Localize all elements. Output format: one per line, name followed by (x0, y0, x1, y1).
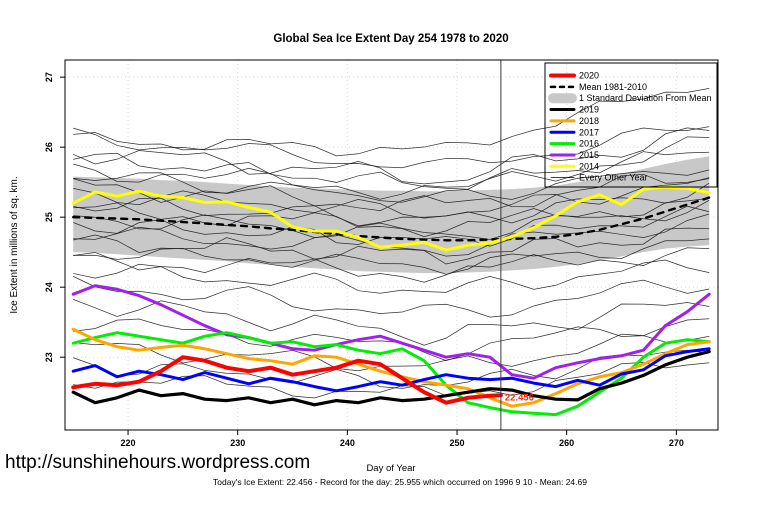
background-year-line (73, 87, 710, 157)
x-axis-label: Day of Year (366, 463, 415, 474)
background-year-line (73, 247, 710, 283)
series-2018 (71, 327, 711, 408)
x-tick-label: 260 (559, 438, 574, 448)
series-2014 (71, 185, 711, 252)
background-year-line (73, 126, 710, 169)
legend-label: 2018 (579, 116, 599, 126)
legend-label: Mean 1981-2010 (579, 82, 647, 92)
series-mean-1981-2010 (72, 196, 711, 242)
background-year-line (73, 259, 710, 294)
chart-title: Global Sea Ice Extent Day 254 1978 to 20… (273, 33, 508, 45)
background-year-line (73, 318, 710, 361)
legend-border (544, 62, 718, 188)
x-tick-label: 220 (121, 438, 136, 448)
legend-label: 2015 (579, 150, 599, 160)
background-year-line (73, 299, 710, 346)
background-year-line (73, 136, 710, 200)
plot-border (64, 59, 719, 431)
footer-url[interactable]: http://sunshinehours.wordpress.com (5, 452, 310, 473)
y-axis-label: Ice Extent in millions of sq. km. (9, 176, 20, 313)
background-year-line (73, 127, 710, 185)
series-2019 (71, 349, 711, 407)
y-tick-label: 27 (44, 72, 54, 82)
y-tick-label: 23 (44, 352, 54, 362)
x-tick-label: 250 (450, 438, 465, 448)
background-year-line (73, 151, 710, 190)
x-tick-label: 270 (669, 438, 684, 448)
background-year-line (73, 276, 710, 318)
background-year-line (73, 177, 710, 219)
legend-label: 2019 (579, 105, 599, 115)
x-tick-label: 240 (340, 438, 355, 448)
legend-label: 2020 (579, 71, 599, 81)
legend-label: 1 Standard Deviation From Mean (579, 93, 712, 103)
series-2015 (71, 284, 711, 380)
axis-ticks: 220 230 240 250 260 270 23 24 25 26 27 (44, 72, 684, 448)
legend-label: 2017 (579, 127, 599, 137)
legend-label: Every Other Year (579, 173, 648, 183)
legend-label: 2014 (579, 161, 599, 171)
background-year-line (73, 169, 710, 203)
background-year-line (73, 182, 710, 227)
background-year-line (73, 238, 710, 275)
y-tick-label: 26 (44, 142, 54, 152)
y-tick-label: 24 (44, 282, 54, 292)
background-year-line (73, 199, 710, 240)
legend-band-swatch (548, 93, 577, 104)
year-series-lines (71, 185, 711, 417)
today-value-label: 22.456 (505, 392, 534, 403)
y-tick-label: 25 (44, 212, 54, 222)
background-year-line (73, 197, 710, 238)
x-tick-label: 230 (230, 438, 245, 448)
series-2016 (71, 331, 711, 417)
series-2020 (71, 355, 503, 405)
footer-caption: Today's Ice Extent: 22.456 - Record for … (213, 477, 587, 487)
series-2017 (71, 347, 711, 393)
legend-label: 2016 (579, 139, 599, 149)
